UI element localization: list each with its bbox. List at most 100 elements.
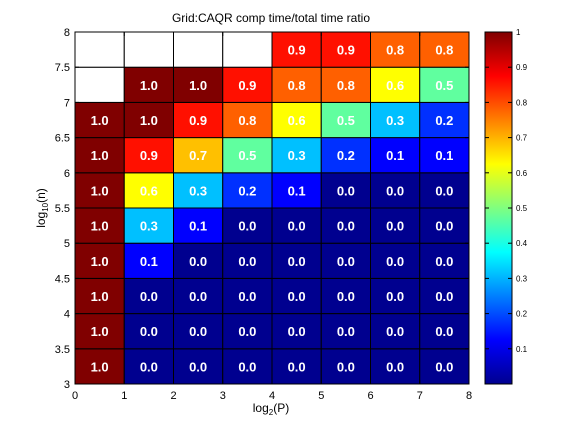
cell-value-label: 1.0 [140, 113, 158, 128]
cell-value-label: 0.3 [140, 219, 158, 234]
colorbar-tick-label: 0.2 [516, 310, 528, 319]
y-tick-label: 8 [64, 27, 70, 39]
heatmap-cell [123, 207, 174, 244]
y-tick-label: 3.5 [55, 344, 70, 356]
heatmap-cell [173, 66, 224, 103]
cell-value-label: 0.2 [337, 148, 355, 163]
heatmap-cell [320, 137, 371, 174]
colorbar-ticks: 0.1 0.2 0.3 0.4 0.5 0.6 0.7 0.8 0.9 1 [485, 28, 528, 354]
heatmap-cells [74, 31, 470, 385]
colorbar-tick-label: 0.6 [516, 169, 528, 178]
cell-value-label: 0.0 [386, 183, 404, 198]
y-tick-label: 4 [64, 309, 70, 321]
heatmap-cell [123, 277, 174, 315]
colorbar-tick-label: 0.1 [516, 345, 528, 354]
cell-value-label: 0.2 [238, 183, 256, 198]
colorbar-tick-label: 0.5 [516, 204, 528, 213]
cell-value-label: 0.0 [238, 324, 256, 339]
cell-value-label: 0.6 [288, 113, 306, 128]
x-tick-label: 3 [220, 390, 226, 402]
cell-value-label: 1.0 [91, 289, 109, 304]
heatmap-cell [173, 207, 224, 244]
cell-value-label: 0.0 [140, 359, 158, 374]
heatmap-cell [123, 313, 174, 350]
x-tick-label: 5 [318, 390, 324, 402]
cell-value-label: 0.9 [337, 43, 355, 58]
colorbar-tick-label: 1 [516, 28, 521, 37]
cell-value-label: 0.0 [386, 359, 404, 374]
cell-value-label: 0.3 [386, 113, 404, 128]
heatmap-cell [222, 277, 273, 315]
heatmap-cell [419, 31, 470, 68]
heatmap-cell [271, 277, 322, 315]
heatmap-cell [222, 242, 273, 279]
y-tick-label: 3 [64, 379, 70, 391]
cell-value-label: 0.0 [288, 324, 306, 339]
heatmap-cell-labels: 1.0 0.0 0.0 0.0 0.0 0.0 0.0 0.0 1.0 0.0 0.0 0.0 0.0 0… [91, 43, 454, 375]
x-tick-label: 6 [367, 390, 373, 402]
colorbar-tick-label: 0.9 [516, 63, 528, 72]
heatmap-cell [222, 31, 273, 68]
cell-value-label: 0.0 [238, 219, 256, 234]
cell-value-label: 0.9 [189, 113, 207, 128]
cell-value-label: 1.0 [91, 254, 109, 269]
y-tick-label: 6.5 [55, 133, 70, 145]
heatmap-cell [74, 31, 125, 68]
cell-value-label: 0.0 [238, 359, 256, 374]
cell-value-label: 0.8 [435, 43, 453, 58]
cell-value-label: 0.8 [288, 78, 306, 93]
cell-value-label: 0.0 [288, 254, 306, 269]
y-tick-label: 4.5 [55, 273, 70, 285]
cell-value-label: 0.3 [189, 183, 207, 198]
cell-value-label: 0.0 [189, 254, 207, 269]
heatmap-cell [370, 66, 421, 103]
cell-value-label: 0.6 [140, 183, 158, 198]
cell-value-label: 0.0 [238, 254, 256, 269]
colorbar-tick-label: 0.8 [516, 98, 528, 107]
cell-value-label: 0.0 [288, 219, 306, 234]
cell-value-label: 0.0 [435, 324, 453, 339]
y-tick-label: 5 [64, 238, 70, 250]
cell-value-label: 1.0 [91, 148, 109, 163]
cell-value-label: 0.0 [337, 359, 355, 374]
cell-value-label: 0.0 [337, 183, 355, 198]
y-axis-label: log10(n) [34, 188, 50, 228]
heatmap-cell [173, 242, 224, 279]
y-tick-label: 6 [64, 168, 70, 180]
colorbar [484, 31, 513, 385]
heatmap-cell [320, 101, 371, 139]
heatmap-cell [222, 101, 273, 139]
cell-value-label: 0.2 [435, 113, 453, 128]
heatmap-cell [419, 313, 470, 350]
x-tick-label: 8 [466, 390, 472, 402]
heatmap-cell [320, 31, 371, 68]
heatmap-cell [320, 348, 371, 385]
cell-value-label: 0.1 [140, 254, 158, 269]
cell-value-label: 1.0 [189, 78, 207, 93]
x-tick-label: 2 [170, 390, 176, 402]
cell-value-label: 0.0 [435, 359, 453, 374]
heatmap-cell [173, 31, 224, 68]
heatmap-cell [123, 348, 174, 385]
cell-value-label: 0.1 [189, 219, 207, 234]
heatmap-cell [271, 137, 322, 174]
heatmap-cell [320, 66, 371, 103]
cell-value-label: 1.0 [91, 359, 109, 374]
cell-value-label: 0.0 [140, 324, 158, 339]
cell-value-label: 0.0 [337, 254, 355, 269]
cell-value-label: 0.0 [288, 359, 306, 374]
cell-value-label: 0.8 [386, 43, 404, 58]
heatmap-cell [222, 207, 273, 244]
cell-value-label: 0.5 [435, 78, 453, 93]
x-axis-label: log2(P) [253, 401, 289, 417]
heatmap-cell [271, 101, 322, 139]
y-tick-label: 7 [64, 97, 70, 109]
heatmap-cell [271, 172, 322, 209]
cell-value-label: 0.0 [337, 289, 355, 304]
cell-value-label: 0.0 [386, 254, 404, 269]
cell-value-label: 0.0 [337, 219, 355, 234]
x-tick-label: 7 [417, 390, 423, 402]
heatmap-cell [123, 31, 174, 68]
heatmap-cell [173, 101, 224, 139]
cell-value-label: 0.0 [386, 219, 404, 234]
